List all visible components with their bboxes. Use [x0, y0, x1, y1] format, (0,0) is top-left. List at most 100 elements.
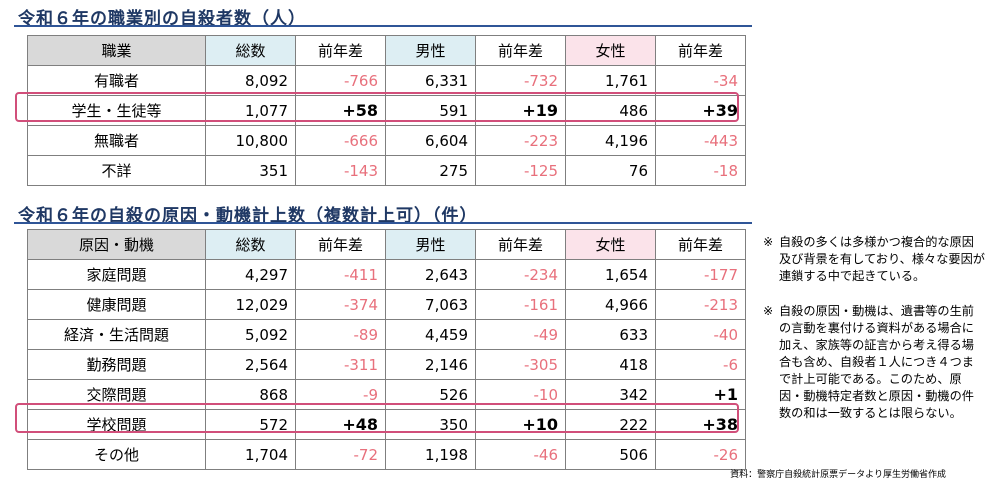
- male-diff-cell: +19: [475, 95, 566, 126]
- total-cell: 5,092: [205, 319, 296, 350]
- table-row: その他 1,704 -72 1,198 -46 506 -26: [27, 439, 746, 470]
- male-diff-cell: -161: [475, 289, 566, 320]
- male-cell: 2,146: [385, 349, 476, 380]
- note-mark: ※: [763, 235, 774, 249]
- header-female-diff: 前年差: [655, 229, 746, 260]
- table-row: 交際問題 868 -9 526 -10 342 +1: [27, 379, 746, 410]
- total-cell: 1,077: [205, 95, 296, 126]
- table-row: 学校問題 572 +48 350 +10 222 +38: [27, 409, 746, 440]
- row-label: 学校問題: [27, 409, 206, 440]
- table-header-row: 職業 総数 前年差 男性 前年差 女性 前年差: [27, 35, 746, 66]
- female-diff-cell: -18: [655, 155, 746, 186]
- table2-title: 令和６年の自殺の原因・動機計上数（複数計上可）（件）: [18, 206, 478, 226]
- table-row: 勤務問題 2,564 -311 2,146 -305 418 -6: [27, 349, 746, 380]
- female-diff-cell: +39: [655, 95, 746, 126]
- total-cell: 12,029: [205, 289, 296, 320]
- header-total-diff: 前年差: [295, 229, 386, 260]
- table-row: 不詳 351 -143 275 -125 76 -18: [27, 155, 746, 186]
- male-cell: 6,331: [385, 65, 476, 96]
- male-diff-cell: -223: [475, 125, 566, 156]
- female-cell: 222: [565, 409, 656, 440]
- total-cell: 8,092: [205, 65, 296, 96]
- female-diff-cell: -34: [655, 65, 746, 96]
- note-text: 自殺の多くは多様かつ複合的な原因及び背景を有しており、様々な要因が連鎖する中で起…: [779, 235, 985, 283]
- male-diff-cell: -125: [475, 155, 566, 186]
- header-total: 総数: [205, 35, 296, 66]
- total-diff-cell: -411: [295, 259, 386, 290]
- male-cell: 4,459: [385, 319, 476, 350]
- male-cell: 6,604: [385, 125, 476, 156]
- table2-title-rule: [14, 222, 752, 224]
- female-diff-cell: -443: [655, 125, 746, 156]
- row-label: 経済・生活問題: [27, 319, 206, 350]
- male-diff-cell: -49: [475, 319, 566, 350]
- male-diff-cell: -234: [475, 259, 566, 290]
- female-diff-cell: +1: [655, 379, 746, 410]
- table-row: 有職者 8,092 -766 6,331 -732 1,761 -34: [27, 65, 746, 96]
- total-diff-cell: -89: [295, 319, 386, 350]
- male-cell: 591: [385, 95, 476, 126]
- source-credit: 資料：警察庁自殺統計原票データより厚生労働省作成: [730, 470, 946, 480]
- total-cell: 4,297: [205, 259, 296, 290]
- male-diff-cell: -305: [475, 349, 566, 380]
- male-cell: 350: [385, 409, 476, 440]
- header-male: 男性: [385, 35, 476, 66]
- header-total: 総数: [205, 229, 296, 260]
- cause-motive-table: 原因・動機 総数 前年差 男性 前年差 女性 前年差 家庭問題 4,297 -411 2,643-…: [27, 229, 746, 470]
- female-cell: 76: [565, 155, 656, 186]
- male-cell: 275: [385, 155, 476, 186]
- header-male-diff: 前年差: [475, 35, 566, 66]
- male-diff-cell: -10: [475, 379, 566, 410]
- female-cell: 633: [565, 319, 656, 350]
- female-cell: 1,761: [565, 65, 656, 96]
- row-label: 家庭問題: [27, 259, 206, 290]
- table1-title: 令和６年の職業別の自殺者数（人）: [18, 9, 306, 29]
- row-label: その他: [27, 439, 206, 470]
- total-cell: 572: [205, 409, 296, 440]
- female-diff-cell: -177: [655, 259, 746, 290]
- row-label: 無職者: [27, 125, 206, 156]
- notes: ※ 自殺の多くは多様かつ複合的な原因及び背景を有しており、様々な要因が連鎖する中…: [763, 234, 985, 440]
- occupation-table: 職業 総数 前年差 男性 前年差 女性 前年差 有職者 8,092 -766 6,331 -732 1…: [27, 35, 746, 186]
- table-row: 健康問題 12,029 -374 7,063 -161 4,966 -213: [27, 289, 746, 320]
- total-diff-cell: -766: [295, 65, 386, 96]
- female-cell: 4,966: [565, 289, 656, 320]
- row-label: 有職者: [27, 65, 206, 96]
- note-text: 自殺の原因・動機は、遺書等の生前の言動を裏付ける資料がある場合に加え、家族等の証…: [779, 304, 974, 420]
- header-female: 女性: [565, 35, 656, 66]
- header-male: 男性: [385, 229, 476, 260]
- total-diff-cell: +48: [295, 409, 386, 440]
- female-diff-cell: -40: [655, 319, 746, 350]
- table1-title-rule: [14, 25, 752, 27]
- header-female-diff: 前年差: [655, 35, 746, 66]
- total-diff-cell: -374: [295, 289, 386, 320]
- table-row: 無職者 10,800 -666 6,604 -223 4,196 -443: [27, 125, 746, 156]
- row-label: 学生・生徒等: [27, 95, 206, 126]
- female-cell: 4,196: [565, 125, 656, 156]
- male-cell: 526: [385, 379, 476, 410]
- header-total-diff: 前年差: [295, 35, 386, 66]
- female-cell: 486: [565, 95, 656, 126]
- table-header-row: 原因・動機 総数 前年差 男性 前年差 女性 前年差: [27, 229, 746, 260]
- row-label: 健康問題: [27, 289, 206, 320]
- female-cell: 506: [565, 439, 656, 470]
- male-cell: 1,198: [385, 439, 476, 470]
- note-mark: ※: [763, 304, 774, 318]
- row-label: 勤務問題: [27, 349, 206, 380]
- total-diff-cell: -143: [295, 155, 386, 186]
- male-cell: 7,063: [385, 289, 476, 320]
- female-cell: 342: [565, 379, 656, 410]
- table-row: 学生・生徒等 1,077 +58 591 +19 486 +39: [27, 95, 746, 126]
- female-diff-cell: +38: [655, 409, 746, 440]
- total-cell: 2,564: [205, 349, 296, 380]
- total-diff-cell: -311: [295, 349, 386, 380]
- total-cell: 10,800: [205, 125, 296, 156]
- female-diff-cell: -6: [655, 349, 746, 380]
- total-cell: 868: [205, 379, 296, 410]
- total-cell: 351: [205, 155, 296, 186]
- total-diff-cell: -9: [295, 379, 386, 410]
- row-label: 不詳: [27, 155, 206, 186]
- header-male-diff: 前年差: [475, 229, 566, 260]
- header-label: 原因・動機: [27, 229, 206, 260]
- male-diff-cell: -732: [475, 65, 566, 96]
